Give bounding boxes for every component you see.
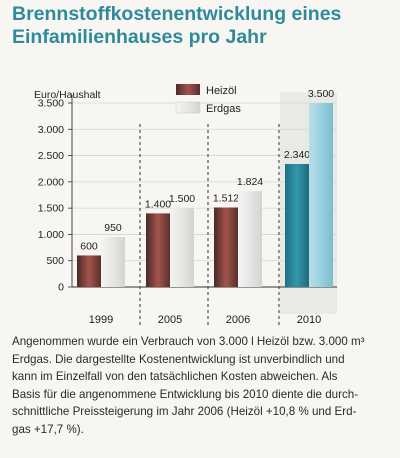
x-tick-label: 1999 [89,314,113,326]
x-axis-labels: 1999 2005 2006 2010 [89,124,321,328]
chart-title: Brennstoffkostenentwicklung eines Einfam… [12,3,392,49]
bar-heizoel-2006 [214,207,238,287]
data-label: 2.340 [284,149,310,161]
title-line-2: Einfamilienhauses pro Jahr [12,26,267,48]
legend-label-heizoel: Heizöl [206,85,237,97]
caption-line-2: Erdgas. Die dargestellte Kostenentwicklu… [12,352,345,366]
legend-swatch-heizoel [176,84,200,95]
caption-line-6: gas +17,7 %). [12,422,84,436]
y-tick-label: 1.000 [38,229,64,241]
y-tick-label: 2.000 [38,176,64,188]
caption-line-3: kann im Einzelfall von den tatsächlichen… [12,370,338,384]
chart-caption: Angenommen wurde ein Verbrauch von 3.000… [12,333,390,439]
title-line-1: Brennstoffkostenentwicklung eines [12,3,342,25]
legend-label-erdgas: Erdgas [206,103,241,115]
y-tick-label: 1.500 [38,203,64,215]
data-label: 600 [80,240,98,252]
y-tick-label: 0 [58,282,64,294]
bar-heizoel-1999 [77,255,101,287]
bar-heizoel-2010 [285,163,309,287]
caption-line-1: Angenommen wurde ein Verbrauch von 3.000… [12,335,365,348]
data-label: 1.824 [237,176,263,188]
x-tick-label: 2005 [158,314,182,326]
bar-erdgas-2006 [238,191,262,287]
data-label: 3.500 [308,88,334,100]
y-tick-label: 3.000 [38,124,64,136]
data-label: 1.500 [169,193,195,205]
bar-erdgas-1999 [101,237,125,287]
legend-swatch-erdgas [175,101,201,114]
bar-erdgas-2010 [309,103,333,287]
data-label: 950 [104,222,122,234]
y-tick-label: 2.500 [38,150,64,162]
legend: Heizöl Erdgas [175,84,241,115]
x-tick-label: 2010 [297,314,321,326]
caption-line-4: Basis für die angenommene Entwicklung bi… [12,387,359,401]
data-label: 1.512 [213,193,239,205]
bar-erdgas-2005 [170,208,194,287]
data-label: 1.400 [145,198,171,210]
y-axis-label: Euro/Haushalt [34,89,101,101]
y-tick-label: 3.500 [38,98,64,110]
x-tick-label: 2006 [226,314,250,326]
caption-line-5: schnittliche Preissteigerung im Jahr 200… [12,405,357,419]
bar-heizoel-2005 [146,213,170,287]
bar-chart: Euro/Haushalt 0 500 1.000 1.500 2.000 2.500 3.… [34,84,337,328]
y-tick-label: 500 [46,255,64,267]
